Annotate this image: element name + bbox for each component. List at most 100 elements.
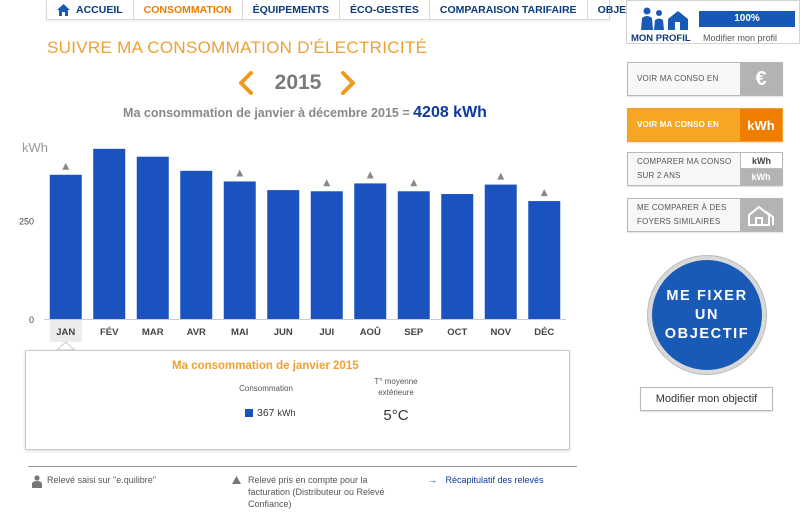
recap-releves-link[interactable]: → Récapitulatif des relevés (428, 474, 544, 486)
edit-profile-link[interactable]: Modifier mon profil (703, 33, 778, 43)
bar-jan (49, 174, 82, 319)
compare-2-years-label: COMPARER MA CONSO SUR 2 ANS (637, 153, 731, 185)
x-tick-label: AVR (187, 327, 206, 338)
x-tick-label: AOÛ (360, 326, 381, 338)
legend-pris-line3: Confiance) (248, 499, 292, 509)
nav-eco-gestes[interactable]: ÉCO-GESTES (340, 0, 430, 20)
nav-equipements-label: ÉQUIPEMENTS (252, 3, 329, 16)
y-tick-label: 250 (19, 217, 34, 227)
temp-label-line2: extérieure (378, 388, 414, 397)
summary-total: 4208 kWh (413, 104, 487, 121)
releve-marker (540, 189, 548, 197)
nav-consommation[interactable]: CONSOMMATION (134, 0, 243, 20)
releve-marker (236, 169, 244, 177)
bar-fév (93, 148, 126, 319)
profile-progress-bar: 100% (699, 11, 795, 27)
kwh-compare-tags: kWh kWh (740, 153, 782, 185)
bar-oct (441, 194, 474, 319)
view-conso-euro-button[interactable]: VOIR MA CONSO EN € (627, 62, 783, 96)
foyers-line2: FOYERS SIMILAIRES (637, 217, 721, 226)
x-tick-label: MAR (142, 327, 164, 338)
kwh-tag: kWh (740, 109, 782, 141)
summary-text: Ma consommation de janvier à décembre 20… (123, 106, 399, 120)
chevron-right-icon (341, 71, 355, 95)
person-icon (32, 475, 42, 488)
consumption-chart: kWh 0 250 JAN FÉV MAR AVR MAI JUN JUI AOÛ SEP OCT NOV… (0, 130, 610, 350)
legend-pris-line2: facturation (Distributeur ou Relevé (248, 487, 385, 497)
bar-mai (223, 181, 256, 319)
detail-pointer (55, 341, 76, 350)
y-tick-label: 0 (29, 315, 34, 325)
view-conso-kwh-label: VOIR MA CONSO EN (637, 120, 720, 129)
nav-accueil-label: ACCUEIL (76, 3, 123, 16)
progress-fill (699, 11, 795, 27)
divider (28, 466, 577, 467)
bar-nov (484, 184, 517, 319)
nav-comparaison-tarifaire[interactable]: COMPARAISON TARIFAIRE (430, 0, 588, 20)
chevron-left-icon (239, 71, 253, 95)
compare-2-years-button[interactable]: COMPARER MA CONSO SUR 2 ANS kWh kWh (627, 152, 783, 186)
page-title: SUIVRE MA CONSOMMATION D'ÉLECTRICITÉ (47, 38, 428, 57)
month-detail-panel: Ma consommation de janvier 2015 Consomma… (25, 350, 570, 450)
view-conso-kwh-button[interactable]: VOIR MA CONSO EN kWh (627, 108, 783, 142)
nav-eco-gestes-label: ÉCO-GESTES (350, 3, 419, 16)
legend-saisi: Relevé saisi sur "e.quilibre" (32, 474, 156, 488)
bar-jui (310, 191, 343, 319)
x-tick-label: OCT (447, 327, 467, 338)
releve-marker (62, 162, 70, 170)
objective-text: ME FIXER UN OBJECTIF (665, 287, 750, 344)
objective-line3: OBJECTIF (664, 325, 750, 342)
foyers-line1: ME COMPARER À DES (637, 203, 727, 212)
family-icon (631, 6, 693, 30)
temp-label: T° moyenne extérieure (356, 376, 436, 398)
compare-line1: COMPARER MA CONSO (637, 157, 732, 166)
summary-equals: = (402, 106, 410, 120)
progress-text: 100% (734, 13, 760, 24)
kwh-tag-current: kWh (740, 169, 782, 185)
kwh-tag-previous: kWh (740, 153, 782, 169)
releve-marker (497, 172, 505, 180)
profile-label: MON PROFIL (631, 33, 691, 44)
top-navigation: ACCUEIL CONSOMMATION ÉQUIPEMENTS ÉCO-GESTES… (46, 0, 649, 20)
home-icon (57, 3, 70, 16)
euro-icon: € (740, 63, 782, 95)
houses-icon (740, 199, 782, 231)
legend-pris-line1: Relevé pris en compte pour la (248, 475, 368, 485)
x-tick-label: FÉV (100, 327, 119, 338)
conso-number: 367 (257, 407, 275, 419)
nav-accueil[interactable]: ACCUEIL (47, 0, 134, 20)
selected-month-highlight (49, 320, 82, 342)
modify-objective-button[interactable]: Modifier mon objectif (640, 387, 773, 411)
conso-label: Consommation (239, 384, 293, 393)
nav-consommation-label: CONSOMMATION (143, 3, 232, 16)
profile-box[interactable]: MON PROFIL 100% Modifier mon profil (626, 0, 800, 44)
bar-mar (136, 156, 169, 319)
compare-foyers-button[interactable]: ME COMPARER À DES FOYERS SIMILAIRES (627, 198, 783, 232)
x-tick-label: DÉC (534, 327, 554, 338)
x-tick-label: SEP (404, 327, 424, 338)
detail-title: Ma consommation de janvier 2015 (172, 360, 359, 372)
previous-year-button[interactable] (236, 70, 256, 96)
nav-equipements[interactable]: ÉQUIPEMENTS (243, 0, 340, 20)
set-objective-button[interactable]: ME FIXER UN OBJECTIF (648, 256, 766, 374)
view-conso-euro-label: VOIR MA CONSO EN (637, 74, 719, 83)
temp-label-line1: T° moyenne (374, 377, 418, 386)
next-year-button[interactable] (338, 70, 358, 96)
bar-déc (528, 201, 561, 319)
releve-marker (366, 171, 374, 179)
compare-line2: SUR 2 ANS (637, 171, 681, 180)
x-tick-label: JUN (274, 327, 293, 338)
y-axis-title: kWh (22, 140, 48, 155)
legend-saisi-text: Relevé saisi sur "e.quilibre" (47, 475, 156, 485)
bar-jun (267, 190, 300, 319)
house-icon (748, 205, 774, 226)
triangle-marker-icon (232, 476, 241, 484)
temperature-value: 5°C (383, 407, 409, 424)
objective-line1: ME FIXER (666, 287, 748, 304)
legend-pris: Relevé pris en compte pour la facturatio… (232, 474, 385, 510)
bar-avr (180, 170, 213, 319)
releve-marker (410, 179, 418, 187)
x-tick-label: JUI (319, 327, 334, 338)
x-tick-label: MAI (231, 327, 248, 338)
recap-releves-text: Récapitulatif des relevés (445, 475, 544, 485)
